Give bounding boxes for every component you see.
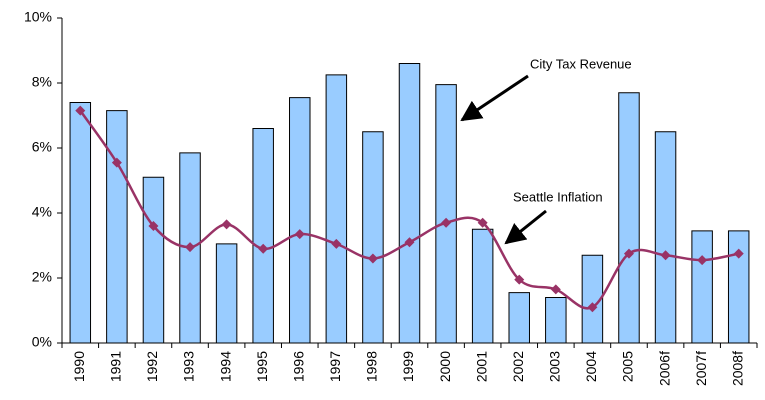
line-marker: [697, 255, 708, 266]
x-tick-label: 1990: [71, 351, 87, 382]
line-marker: [221, 219, 232, 230]
line-marker: [148, 221, 159, 231]
bar: [142, 176, 165, 344]
x-tick-label: 1996: [290, 351, 306, 382]
y-tick-label: 6%: [32, 139, 52, 155]
bar: [398, 63, 421, 344]
y-tick-label: 0%: [32, 334, 52, 350]
x-tick-label: 1999: [400, 351, 416, 382]
line-marker: [660, 250, 671, 261]
bar: [69, 102, 92, 344]
bar: [618, 92, 640, 344]
x-tick-label: 2001: [473, 351, 489, 382]
line-marker: [111, 157, 122, 168]
annotation: City Tax Revenue: [530, 56, 632, 71]
y-tick-label: 2%: [32, 269, 52, 285]
bar: [289, 97, 311, 344]
x-tick-label: 1995: [254, 351, 270, 382]
line-marker: [733, 248, 744, 259]
annotation-arrow: [504, 209, 547, 245]
x-tick-label: 2008f: [729, 351, 745, 386]
bar: [471, 228, 494, 344]
annotation-arrow: [460, 74, 529, 122]
x-tick-label: 2007f: [693, 351, 709, 386]
bar: [691, 230, 713, 344]
x-tick-label: 2000: [437, 351, 453, 382]
annotation: Seattle Inflation: [513, 189, 603, 204]
y-tick-label: 4%: [32, 204, 52, 220]
x-tick-label: 2005: [620, 351, 636, 382]
bar: [508, 292, 530, 344]
line-marker: [514, 274, 525, 285]
x-tick-label: 1991: [108, 351, 124, 382]
bar: [325, 74, 348, 344]
line-marker: [404, 237, 415, 248]
x-tick-label: 2004: [583, 351, 599, 382]
x-tick-label: 1992: [144, 351, 160, 382]
bar: [215, 243, 238, 344]
bar: [362, 131, 384, 344]
line-marker: [550, 284, 561, 295]
bar: [654, 131, 677, 344]
x-tick-label: 1994: [217, 351, 233, 382]
line-marker: [258, 243, 269, 254]
y-tick-label: 8%: [32, 74, 52, 90]
x-tick-label: 2002: [510, 351, 526, 382]
line-marker: [623, 248, 634, 259]
line-marker: [185, 242, 196, 253]
x-tick-label: 2006f: [656, 351, 672, 386]
line-marker: [294, 229, 305, 240]
line-marker: [477, 217, 488, 228]
line-marker: [75, 105, 86, 116]
bar: [252, 128, 274, 344]
bar: [435, 84, 457, 344]
x-tick-label: 1997: [327, 351, 343, 382]
x-tick-label: 1998: [364, 351, 380, 382]
line-marker: [331, 238, 342, 249]
x-tick-label: 2003: [547, 351, 563, 382]
x-tick-label: 1993: [181, 351, 197, 382]
line-marker: [367, 253, 378, 264]
y-tick-label: 10%: [24, 9, 52, 25]
bar: [581, 254, 604, 344]
line-marker: [441, 217, 452, 228]
bar: [106, 110, 128, 344]
bar: [545, 297, 567, 344]
line-marker: [587, 302, 598, 313]
bar: [727, 230, 750, 344]
